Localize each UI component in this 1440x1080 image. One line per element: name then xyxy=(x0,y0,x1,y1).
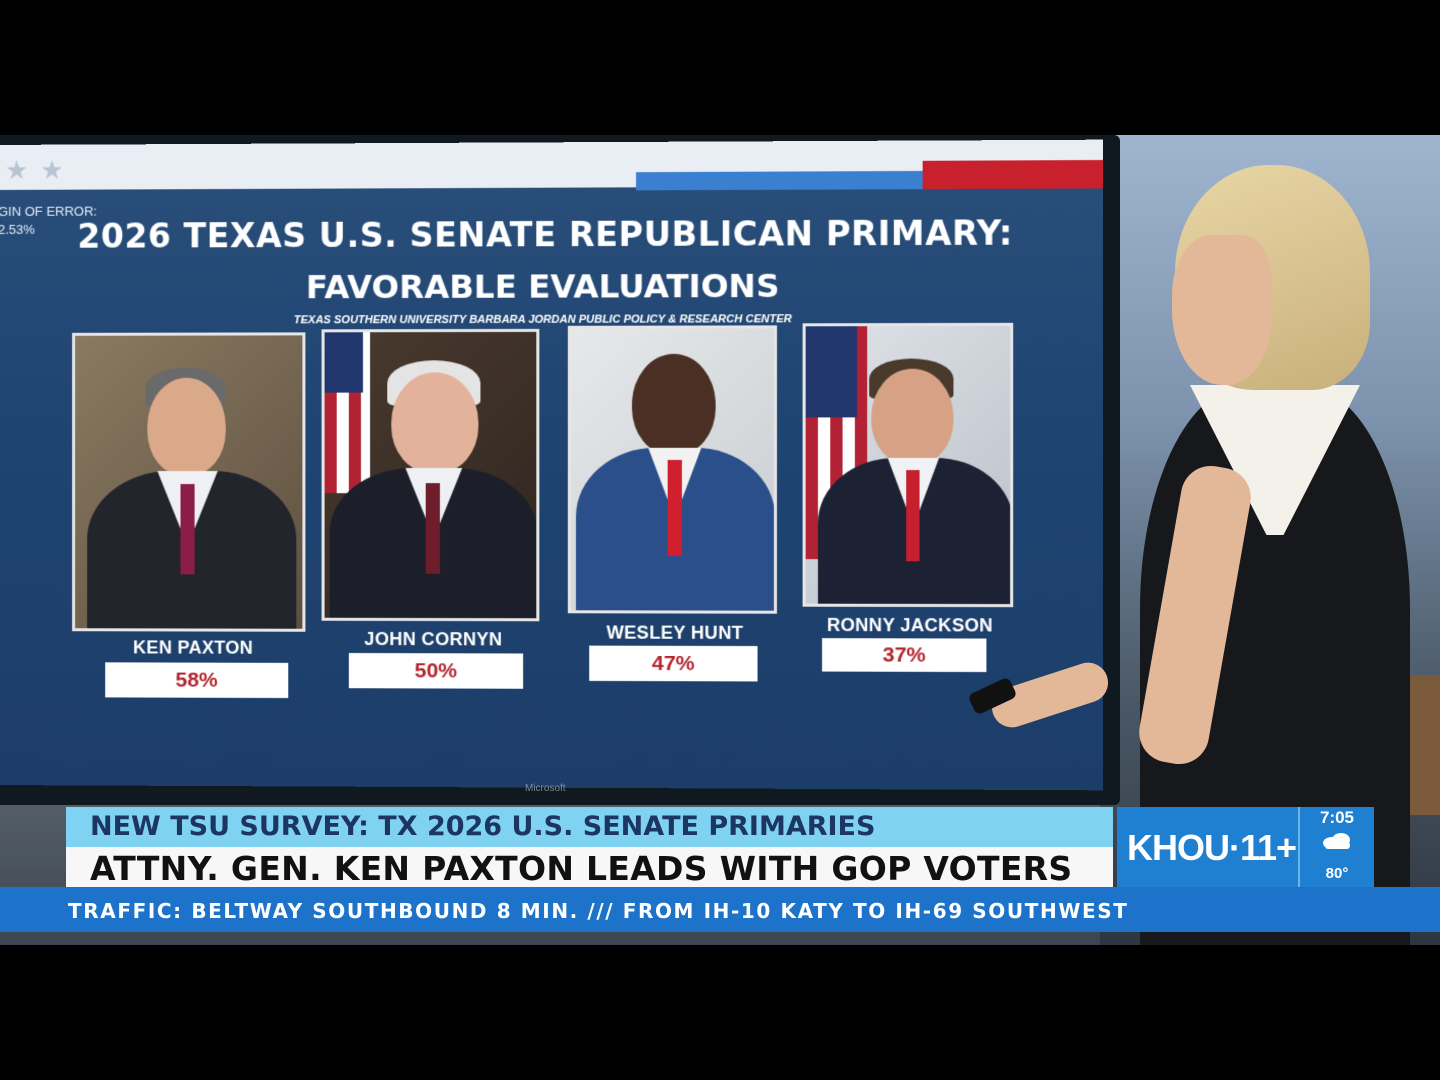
news-ticker: TRAFFIC: BELTWAY SOUTHBOUND 8 MIN. /// F… xyxy=(0,887,1440,932)
candidate-name: WESLEY HUNT xyxy=(568,622,782,644)
touchscreen-monitor: ★★ GIN OF ERROR: 2.53% 2026 TEXAS U.S. S… xyxy=(0,135,1120,805)
monitor-brand-label: Microsoft xyxy=(525,783,566,794)
blue-stripe xyxy=(636,171,943,191)
lower-third-top-bar: NEW TSU SURVEY: TX 2026 U.S. SENATE PRIM… xyxy=(66,807,1113,847)
candidate-photo-cornyn xyxy=(322,329,540,621)
candidate-name: RONNY JACKSON xyxy=(800,615,1021,637)
red-stripe xyxy=(923,160,1103,189)
poll-graphic: ★★ GIN OF ERROR: 2.53% 2026 TEXAS U.S. S… xyxy=(0,140,1103,791)
candidate-favorable-percent: 58% xyxy=(105,662,288,698)
candidate-photo-jackson xyxy=(803,323,1014,607)
station-logo-text: KHOU·11+ xyxy=(1127,827,1296,869)
headline-main: ATTNY. GEN. KEN PAXTON LEADS WITH GOP VO… xyxy=(90,849,1072,888)
candidate-photo-hunt xyxy=(568,325,777,613)
station-logo: KHOU·11+ xyxy=(1117,807,1298,887)
candidate-photo-paxton xyxy=(72,332,305,631)
lower-third-main-bar: ATTNY. GEN. KEN PAXTON LEADS WITH GOP VO… xyxy=(66,847,1113,887)
candidate-name: KEN PAXTON xyxy=(80,637,306,659)
cloudy-icon xyxy=(1320,832,1354,850)
star-decoration-icon: ★★ xyxy=(5,155,76,186)
ticker-text: TRAFFIC: BELTWAY SOUTHBOUND 8 MIN. /// F… xyxy=(68,899,1129,923)
presenter-face xyxy=(1172,235,1272,385)
headline-top: NEW TSU SURVEY: TX 2026 U.S. SENATE PRIM… xyxy=(90,811,875,842)
current-temperature: 80° xyxy=(1300,865,1374,882)
graphic-subtitle: FAVORABLE EVALUATIONS xyxy=(0,266,1103,307)
current-time: 7:05 xyxy=(1300,808,1374,828)
weather-time-box: 7:05 80° xyxy=(1298,807,1374,887)
candidate-favorable-percent: 50% xyxy=(349,653,523,689)
candidate-name: JOHN CORNYN xyxy=(325,629,543,651)
graphic-title: 2026 TEXAS U.S. SENATE REPUBLICAN PRIMAR… xyxy=(0,213,1103,256)
candidate-favorable-percent: 47% xyxy=(589,646,757,682)
candidate-favorable-percent: 37% xyxy=(822,638,986,672)
